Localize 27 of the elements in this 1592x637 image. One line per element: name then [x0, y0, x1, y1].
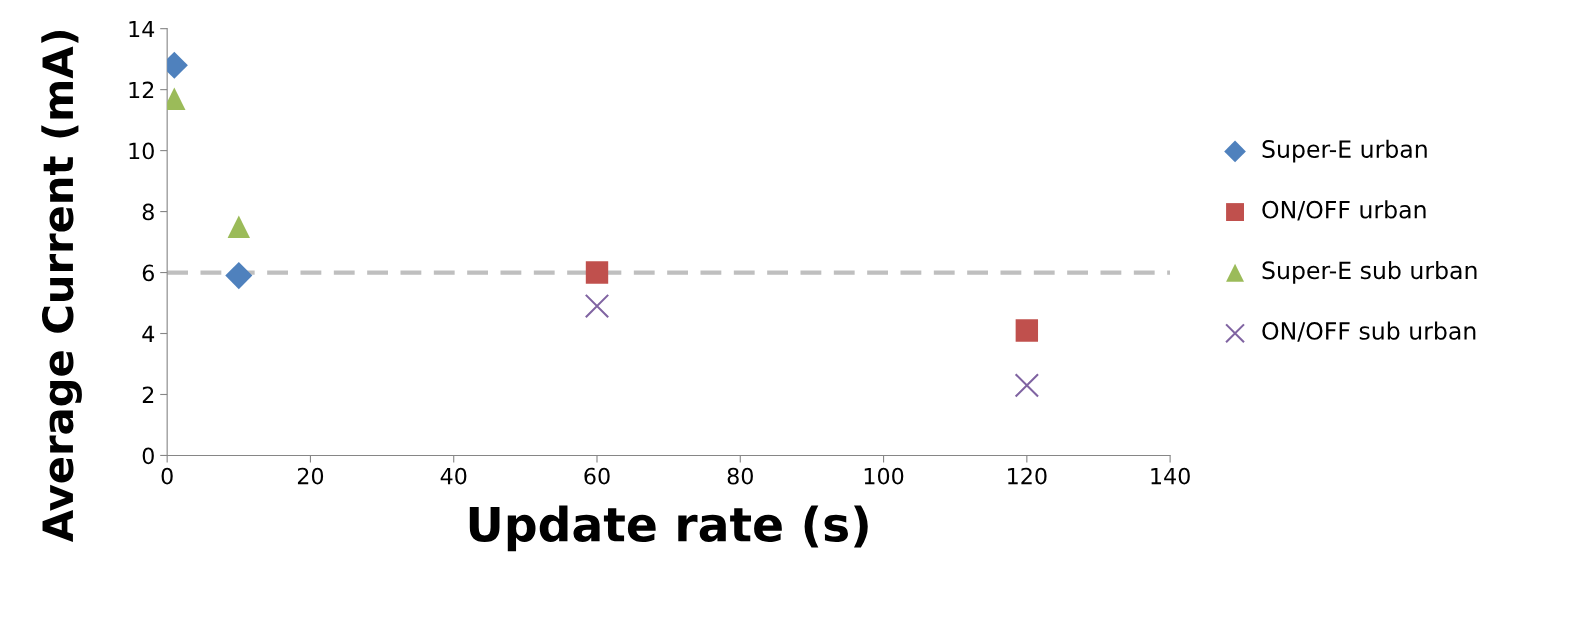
- legend-label: Super-E sub urban: [1262, 260, 1477, 284]
- x-tick-label: 60: [584, 467, 610, 485]
- x-tick-label: 0: [161, 467, 173, 485]
- x-axis-title: Update rate (s): [469, 505, 868, 552]
- x-tick-label: 100: [864, 467, 904, 485]
- y-tick-label: 2: [142, 386, 154, 403]
- point: [584, 293, 610, 319]
- x-tick-label: 40: [440, 467, 467, 485]
- y-tick-label: 12: [129, 81, 154, 99]
- y-tick-label: 6: [142, 264, 154, 282]
- point: [1014, 373, 1040, 398]
- x-tick-label: 140: [1151, 467, 1190, 485]
- legend-label: Super-E urban: [1262, 139, 1427, 163]
- y-tick-label: 14: [129, 20, 155, 38]
- x-tick-label: 80: [727, 467, 753, 485]
- point: [1015, 319, 1039, 342]
- x-tick-label: 20: [297, 467, 324, 485]
- y-tick-label: 8: [142, 203, 154, 221]
- legend-label: ON/OFF urban: [1262, 200, 1426, 221]
- x-tick-label: 120: [1008, 467, 1047, 485]
- legend-label: ON/OFF sub urban: [1262, 321, 1476, 342]
- point: [585, 261, 609, 284]
- point: [227, 215, 250, 239]
- y-tick-label: 0: [142, 447, 154, 465]
- y-tick-label: 4: [142, 325, 155, 342]
- y-tick-label: 10: [129, 142, 154, 160]
- y-axis-title: Average Current (mA): [41, 30, 82, 542]
